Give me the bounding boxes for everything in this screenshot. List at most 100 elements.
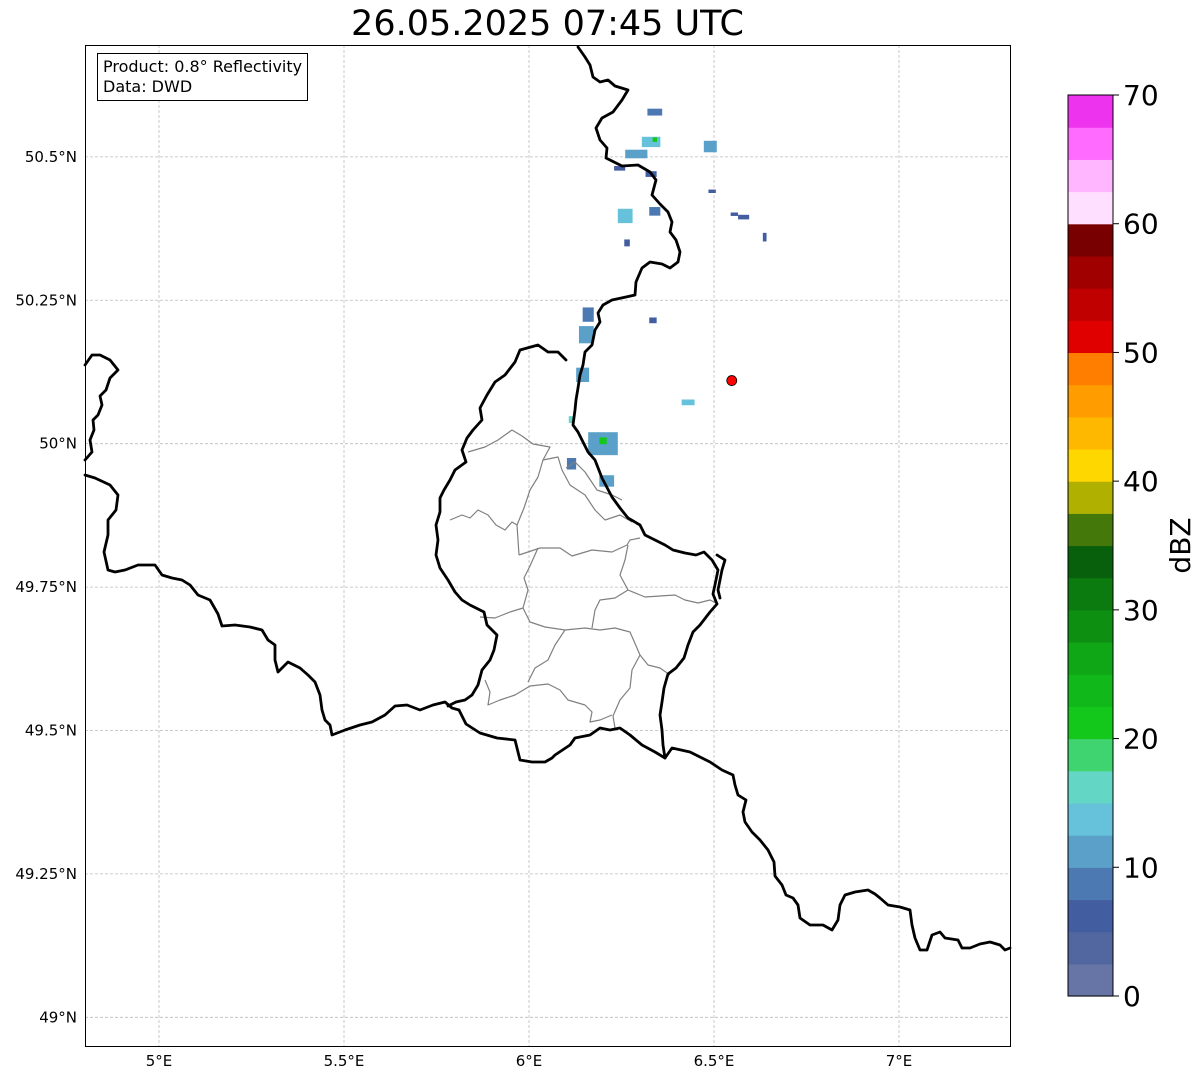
colorbar-title: dBZ	[1164, 517, 1197, 573]
radar-echo	[708, 189, 716, 193]
colorbar-tick-label: 50	[1123, 336, 1159, 369]
y-tick-label: 49.75°N	[15, 578, 77, 596]
x-tick-label: 5.5°E	[324, 1052, 365, 1070]
colorbar-segment	[1068, 481, 1113, 514]
map-title: 26.05.2025 07:45 UTC	[351, 4, 744, 44]
radar-echo	[578, 326, 594, 344]
district-boundary	[522, 547, 671, 676]
radar-echo-layer	[566, 108, 767, 487]
y-tick-label: 50°N	[39, 435, 77, 453]
district-boundary	[467, 429, 551, 556]
colorbar-segment	[1068, 577, 1113, 611]
colorbar-tick-label: 60	[1123, 208, 1159, 241]
radar-echo	[568, 416, 575, 424]
y-tick-label: 49.5°N	[25, 721, 77, 739]
colorbar-segment	[1068, 223, 1113, 257]
y-tick-label: 49.25°N	[15, 865, 77, 883]
y-tick-label: 49°N	[39, 1008, 77, 1026]
radar-echo	[582, 307, 594, 322]
district-boundary	[612, 654, 641, 729]
colorbar-tick-label: 20	[1123, 723, 1159, 756]
colorbar-segment	[1068, 963, 1113, 997]
y-tick-label: 50.5°N	[25, 148, 77, 166]
colorbar-segment	[1068, 642, 1113, 675]
district-boundary	[627, 589, 719, 605]
radar-echo	[617, 208, 633, 224]
colorbar: 0 10 20 30 40 50 60 70 dBZ	[1067, 79, 1197, 1013]
country-border	[83, 353, 120, 462]
axis-tick-labels: 5°E 5.5°E 6°E 6.5°E 7°E 50.5°N 50.25°N 50°N 49.7…	[15, 148, 912, 1070]
colorbar-segment	[1068, 320, 1113, 354]
country-border	[83, 473, 461, 737]
country-border	[571, 45, 720, 760]
colorbar-segment	[1068, 448, 1113, 482]
colorbar-tick-label: 40	[1123, 465, 1159, 498]
country-border	[457, 708, 1012, 952]
y-tick-label: 50.25°N	[15, 291, 77, 309]
district-boundary	[565, 461, 623, 501]
district-boundary	[527, 629, 566, 683]
colorbar-segment	[1068, 738, 1113, 772]
colorbar-tick-label: 0	[1123, 980, 1141, 1013]
graticule-grid	[85, 45, 1010, 1046]
product-label: Product: 0.8° Reflectivity	[103, 57, 303, 76]
colorbar-segment	[1068, 288, 1113, 321]
x-tick-label: 6.5°E	[694, 1052, 735, 1070]
district-boundaries	[449, 429, 719, 729]
colorbar-segment	[1068, 706, 1113, 740]
radar-echo	[647, 108, 663, 116]
radar-echo	[641, 136, 661, 148]
radar-echo	[599, 475, 615, 487]
colorbar-segment	[1068, 159, 1113, 193]
country-borders	[83, 45, 1012, 952]
colorbar-segment	[1068, 255, 1113, 289]
country-border	[434, 343, 568, 708]
radar-echo	[738, 214, 750, 220]
radar-echo	[703, 140, 717, 153]
radar-echo	[649, 317, 657, 324]
colorbar-segment	[1068, 899, 1113, 933]
colorbar-segment	[1068, 95, 1113, 128]
info-box: Product: 0.8° Reflectivity Data: DWD	[97, 53, 309, 101]
colorbar-segment	[1068, 802, 1113, 836]
colorbar-segment	[1068, 127, 1113, 160]
radar-echo	[762, 232, 767, 242]
colorbar-segment	[1068, 867, 1113, 901]
colorbar-segment	[1068, 384, 1113, 418]
district-boundary	[591, 544, 629, 629]
colorbar-segment	[1068, 674, 1113, 707]
district-boundary	[449, 509, 518, 531]
radar-echo	[599, 437, 607, 445]
colorbar-segment	[1068, 191, 1113, 225]
radar-echo	[614, 166, 626, 171]
x-tick-label: 6°E	[516, 1052, 543, 1070]
radar-echo	[649, 207, 661, 216]
colorbar-segment	[1068, 513, 1113, 547]
colorbar-tick-label: 70	[1123, 79, 1159, 112]
district-boundary	[518, 537, 641, 557]
radar-echo	[652, 137, 658, 142]
colorbar-segment	[1068, 835, 1113, 868]
map-frame	[85, 45, 1011, 1047]
data-source-label: Data: DWD	[103, 77, 193, 96]
country-border	[715, 553, 727, 600]
colorbar-segment	[1068, 931, 1113, 965]
x-tick-label: 7°E	[886, 1052, 913, 1070]
radar-echo	[681, 399, 695, 406]
colorbar-segment	[1068, 545, 1113, 579]
district-boundary	[479, 607, 524, 619]
radar-echo	[625, 149, 648, 159]
colorbar-segment	[1068, 416, 1113, 450]
colorbar-tick-label: 10	[1123, 851, 1159, 884]
district-boundary	[542, 456, 633, 523]
x-tick-label: 5°E	[146, 1052, 173, 1070]
colorbar-tick-label: 30	[1123, 594, 1159, 627]
colorbar-segment	[1068, 609, 1113, 643]
colorbar-frame	[1067, 94, 1114, 997]
radar-echo	[730, 212, 739, 216]
radar-echo	[624, 239, 630, 247]
colorbar-segment	[1068, 770, 1113, 804]
radar-site-marker	[726, 375, 738, 386]
district-boundary	[484, 679, 613, 723]
